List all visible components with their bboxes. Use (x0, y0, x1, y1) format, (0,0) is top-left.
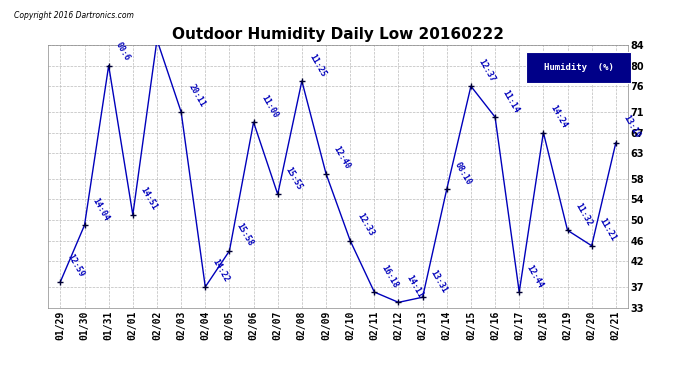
Text: 12:36: 12:36 (0, 374, 1, 375)
Text: 12:44: 12:44 (525, 263, 545, 289)
Text: 13:31: 13:31 (428, 268, 448, 294)
Text: 11:00: 11:00 (259, 93, 279, 119)
Text: 12:59: 12:59 (66, 253, 86, 279)
Text: 15:58: 15:58 (235, 222, 255, 248)
Text: 08:10: 08:10 (453, 160, 473, 186)
Text: 11:14: 11:14 (501, 88, 521, 114)
Text: 16:18: 16:18 (380, 263, 400, 289)
Text: 12:40: 12:40 (332, 145, 352, 171)
Text: 00:6: 00:6 (115, 41, 132, 63)
Text: 11:21: 11:21 (598, 217, 618, 243)
Text: 12:33: 12:33 (356, 211, 376, 238)
Text: 14:04: 14:04 (90, 196, 110, 222)
Text: Copyright 2016 Dartronics.com: Copyright 2016 Dartronics.com (14, 11, 134, 20)
Text: 14:22: 14:22 (211, 258, 231, 284)
FancyBboxPatch shape (526, 52, 631, 83)
Text: 11:32: 11:32 (573, 201, 593, 228)
Text: 14:11: 14:11 (404, 273, 424, 300)
Text: 20:11: 20:11 (187, 83, 207, 109)
Text: 14:24: 14:24 (549, 104, 569, 130)
Text: 15:55: 15:55 (284, 165, 304, 192)
Text: 11:25: 11:25 (308, 52, 328, 78)
Text: 12:37: 12:37 (477, 57, 497, 83)
Text: 14:51: 14:51 (139, 186, 159, 212)
Text: Humidity  (%): Humidity (%) (544, 63, 613, 72)
Text: 13:19: 13:19 (622, 114, 642, 140)
Title: Outdoor Humidity Daily Low 20160222: Outdoor Humidity Daily Low 20160222 (172, 27, 504, 42)
